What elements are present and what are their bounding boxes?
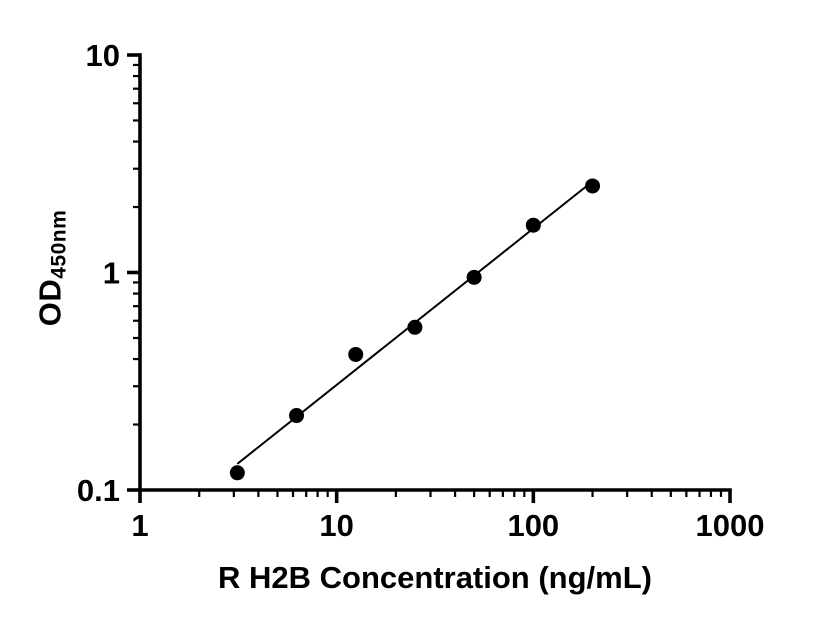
data-point [348, 346, 364, 362]
data-point [407, 319, 423, 335]
x-tick-label: 10 [319, 508, 353, 543]
data-point [585, 178, 601, 194]
y-tick-label: 0.1 [77, 473, 120, 508]
x-tick-label: 1000 [696, 508, 765, 543]
data-point [289, 408, 305, 424]
x-axis-label: R H2B Concentration (ng/mL) [218, 560, 652, 595]
data-point [525, 217, 541, 233]
y-tick-label: 10 [86, 38, 120, 73]
y-tick-label: 1 [103, 256, 120, 291]
y-axis-label-text: OD [32, 278, 68, 327]
y-axis-label-subscript: 450nm [47, 209, 71, 279]
x-tick-label: 1 [131, 508, 148, 543]
data-point [229, 465, 245, 481]
x-tick-label: 100 [507, 508, 559, 543]
y-axis-label: OD450nm [33, 210, 72, 327]
data-point [466, 269, 482, 285]
